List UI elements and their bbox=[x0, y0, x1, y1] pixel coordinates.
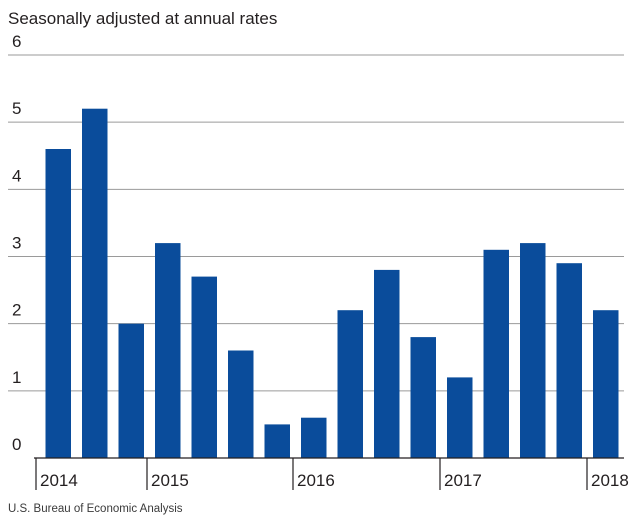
year-label: 2015 bbox=[151, 471, 189, 490]
bar bbox=[410, 337, 436, 458]
y-tick-label: 2 bbox=[12, 301, 21, 320]
bar bbox=[264, 424, 290, 458]
bar bbox=[82, 108, 108, 458]
x-axis: 2014 2015 2016 2017 2018 bbox=[34, 457, 629, 490]
bar bbox=[118, 323, 144, 458]
bar bbox=[45, 149, 71, 458]
bar bbox=[483, 249, 509, 458]
bar bbox=[447, 377, 473, 458]
year-label: 2017 bbox=[444, 471, 482, 490]
y-tick-label: 3 bbox=[12, 234, 21, 253]
y-tick-labels: 0 1 2 3 4 5 6 bbox=[12, 32, 21, 454]
y-tick-label: 0 bbox=[12, 435, 21, 454]
bar bbox=[593, 310, 619, 458]
bar bbox=[520, 243, 546, 458]
bars bbox=[45, 108, 619, 458]
bar bbox=[556, 263, 582, 458]
chart-subtitle: Seasonally adjusted at annual rates bbox=[8, 9, 277, 28]
year-label: 2014 bbox=[40, 471, 78, 490]
bar bbox=[228, 350, 254, 458]
y-tick-label: 6 bbox=[12, 32, 21, 51]
bar bbox=[337, 310, 363, 458]
year-label: 2016 bbox=[297, 471, 335, 490]
bar bbox=[155, 243, 181, 458]
y-tick-label: 5 bbox=[12, 99, 21, 118]
bar bbox=[374, 269, 400, 458]
year-label: 2018 bbox=[591, 471, 629, 490]
bar bbox=[191, 276, 217, 458]
bar bbox=[301, 417, 327, 458]
source-note: U.S. Bureau of Economic Analysis bbox=[8, 503, 183, 515]
y-tick-label: 1 bbox=[12, 368, 21, 387]
y-tick-label: 4 bbox=[12, 166, 21, 185]
